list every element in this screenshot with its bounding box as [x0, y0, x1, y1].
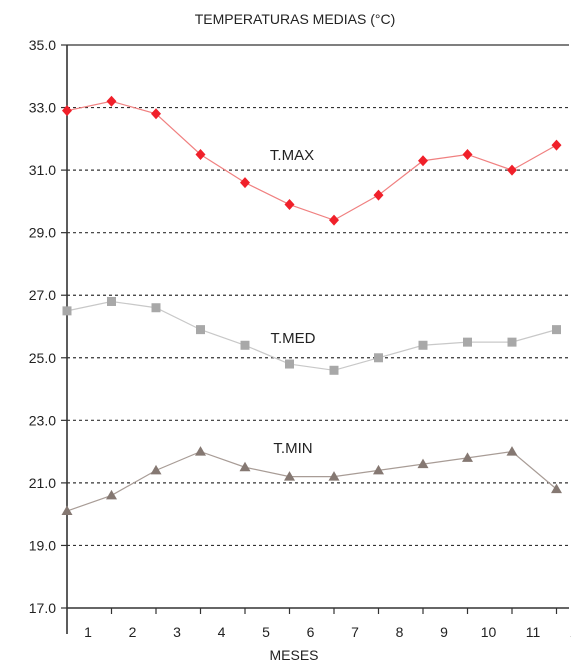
data-point	[507, 164, 517, 176]
data-point	[418, 155, 428, 167]
series-line	[66, 300, 557, 371]
data-point	[239, 461, 251, 472]
data-point	[195, 446, 206, 456]
data-point	[417, 458, 429, 469]
x-tick-label: 8	[396, 624, 404, 640]
data-point	[373, 189, 384, 201]
data-point	[507, 337, 517, 347]
data-point	[329, 214, 339, 226]
data-point	[418, 340, 428, 350]
data-point	[150, 464, 162, 475]
y-tick-label: 29.0	[29, 225, 56, 241]
data-point	[151, 108, 161, 120]
x-tick-label: 11	[526, 624, 541, 640]
data-point	[463, 337, 472, 347]
data-point	[106, 489, 117, 500]
x-tick-label: 2	[129, 624, 137, 640]
x-tick-label: 7	[351, 624, 359, 640]
x-tick-label: 10	[481, 624, 497, 640]
x-tick-label: 6	[307, 624, 315, 640]
x-tick-label: 3	[173, 624, 181, 640]
data-point	[61, 505, 73, 516]
y-tick-label: 31.0	[29, 162, 56, 178]
data-point	[195, 148, 206, 160]
series-group: T.MAX T.MED T.MIN	[61, 95, 562, 516]
series-t-max: T.MAX	[62, 95, 562, 226]
y-tick-label: 21.0	[29, 475, 56, 491]
chart-title: TEMPERATURAS MEDIAS (°C)	[195, 11, 396, 27]
series-t-min: T.MIN	[61, 440, 562, 516]
x-tick-label: 4	[218, 624, 226, 640]
grid-lines	[67, 44, 569, 547]
x-tick-label: 9	[440, 624, 448, 640]
data-point	[552, 325, 561, 335]
data-point	[284, 471, 295, 481]
data-point	[285, 359, 294, 369]
data-point	[106, 95, 117, 107]
series-t-med: T.MED	[62, 296, 561, 375]
data-point	[151, 303, 161, 313]
x-axis-label: MESES	[269, 647, 318, 663]
data-point	[551, 483, 562, 494]
data-point	[240, 340, 250, 350]
data-point	[240, 177, 250, 189]
data-point	[374, 353, 383, 363]
series-label: T.MAX	[270, 147, 314, 164]
axes	[61, 44, 569, 634]
x-tick-label: 5	[262, 624, 270, 640]
data-point	[107, 296, 116, 306]
y-tick-label: 19.0	[29, 537, 56, 553]
x-tick-label: 12	[570, 624, 571, 640]
data-point	[196, 325, 205, 335]
y-tick-label: 33.0	[29, 100, 56, 116]
x-tick-label: 1	[84, 624, 92, 640]
y-tick-label: 35.0	[29, 37, 56, 53]
data-point	[506, 446, 518, 456]
data-point	[462, 452, 473, 462]
data-point	[62, 306, 72, 316]
y-tick-label: 23.0	[29, 412, 56, 428]
data-point	[62, 105, 72, 117]
data-point	[551, 139, 562, 151]
y-tick-label: 25.0	[29, 350, 56, 366]
y-tick-label: 27.0	[29, 287, 56, 303]
data-point	[462, 148, 473, 160]
data-point	[284, 199, 295, 211]
y-tick-labels: 17.0 19.0 21.0 23.0 25.0 27.0 29.0 31.0 33.0 35.0	[29, 37, 56, 616]
y-tick-label: 17.0	[29, 600, 56, 616]
series-label: T.MIN	[273, 440, 312, 457]
series-label: T.MED	[271, 330, 316, 347]
data-point	[329, 365, 339, 375]
series-line	[66, 450, 557, 512]
series-line	[66, 100, 557, 221]
data-point	[373, 464, 384, 475]
data-point	[328, 471, 340, 481]
x-tick-labels: 123456789101112	[84, 624, 571, 640]
